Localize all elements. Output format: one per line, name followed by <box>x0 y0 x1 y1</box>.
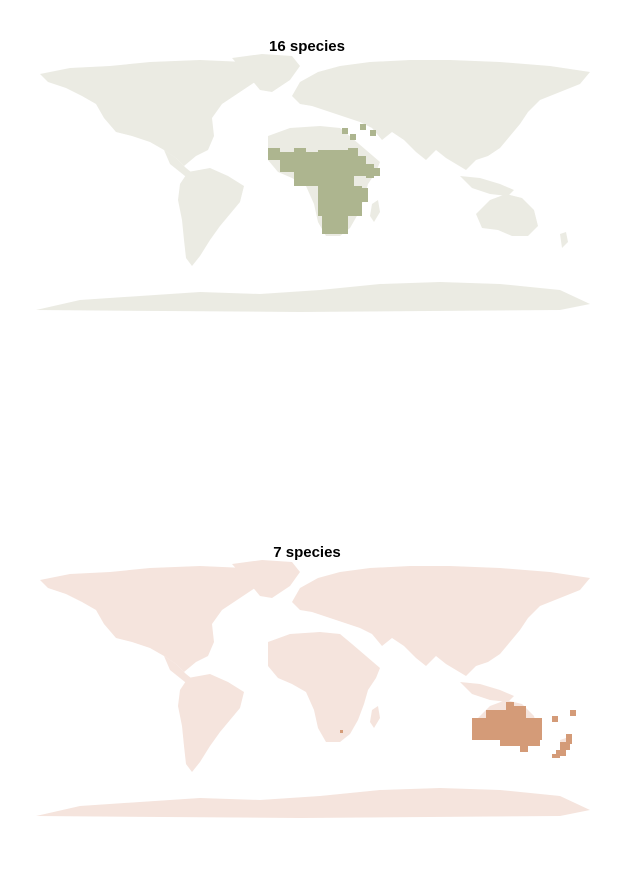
range-cell <box>556 750 566 756</box>
range-cell <box>552 754 560 758</box>
range-cell <box>486 710 508 718</box>
range-cell <box>318 186 362 216</box>
map-panel-16-species: 16 species <box>0 0 638 330</box>
world-map <box>36 560 590 818</box>
range-cell <box>318 150 348 158</box>
greenland <box>232 560 300 598</box>
range-cell <box>506 702 514 718</box>
madagascar <box>370 706 380 728</box>
range-cell <box>552 716 558 722</box>
species-range <box>268 124 380 234</box>
madagascar <box>370 200 380 222</box>
range-cell <box>348 148 358 158</box>
range-cell <box>566 734 572 744</box>
range-cell <box>306 152 318 158</box>
species-range <box>340 702 576 758</box>
range-cell <box>362 188 368 202</box>
range-cell <box>322 216 348 234</box>
eurasia <box>292 60 590 170</box>
map-title: 7 species <box>273 544 341 561</box>
range-cell <box>350 134 356 140</box>
new-zealand <box>560 232 568 248</box>
south-america <box>178 674 244 772</box>
north-america <box>40 566 268 672</box>
southeast-asia-islands <box>460 176 514 196</box>
range-cell <box>268 148 280 160</box>
range-cell <box>280 152 294 172</box>
range-cell <box>560 742 570 750</box>
south-america <box>178 168 244 266</box>
range-cell <box>354 156 366 176</box>
southeast-asia-islands <box>460 682 514 702</box>
range-cell <box>520 746 528 752</box>
range-cell <box>360 124 366 130</box>
eurasia <box>292 566 590 676</box>
greenland <box>232 54 300 92</box>
range-cell <box>294 148 306 158</box>
world-land <box>36 560 590 818</box>
north-america <box>40 60 268 166</box>
australia <box>476 194 538 236</box>
range-cell <box>500 740 536 746</box>
map-title: 16 species <box>269 38 345 55</box>
antarctica <box>36 788 590 818</box>
range-cell <box>342 128 348 134</box>
range-cell <box>366 164 374 178</box>
antarctica <box>36 282 590 312</box>
range-cell <box>374 168 380 176</box>
range-cell <box>472 718 542 740</box>
range-cell <box>294 156 354 186</box>
range-cell <box>514 706 526 718</box>
range-cell <box>370 130 376 136</box>
africa <box>268 632 380 742</box>
range-cell <box>340 730 343 733</box>
world-map <box>36 54 590 312</box>
map-panel-7-species: 7 species <box>0 506 638 836</box>
range-cell <box>534 726 540 746</box>
range-cell <box>570 710 576 716</box>
